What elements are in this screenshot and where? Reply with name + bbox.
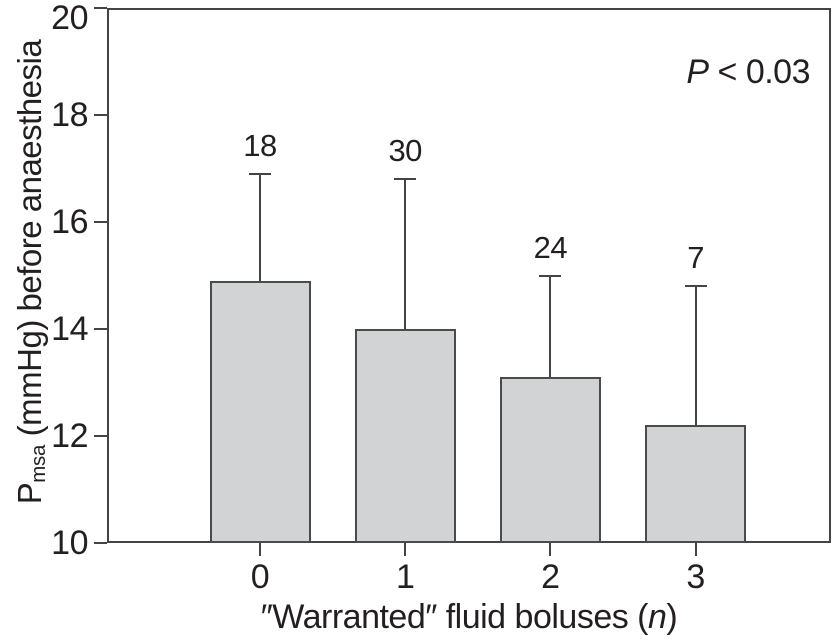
x-tick-3 (694, 543, 697, 556)
bar-1 (354, 329, 456, 543)
x-tick-label-3: 3 (686, 558, 705, 596)
error-cap-0 (249, 172, 271, 175)
y-tick-label-20: 20 (51, 0, 88, 37)
error-bar-0 (259, 173, 261, 281)
x-tick-1 (404, 543, 407, 556)
y-tick-18 (94, 114, 107, 116)
y-tick-label-10: 10 (51, 524, 88, 562)
bar-n-label-2: 24 (533, 229, 568, 265)
y-axis-title-symbol: P (11, 482, 48, 505)
x-tick-2 (549, 543, 552, 556)
x-tick-label-1: 1 (395, 558, 415, 596)
y-tick-20 (94, 7, 107, 9)
bar-n-label-3: 7 (687, 240, 704, 276)
error-bar-3 (694, 286, 697, 426)
y-tick-10 (94, 542, 107, 544)
x-axis-title-prefix: ″Warranted″ fluid boluses ( (260, 598, 649, 636)
p-value-rest: < 0.03 (708, 53, 811, 91)
x-tick-label-2: 2 (541, 558, 560, 596)
y-tick-14 (94, 328, 107, 330)
y-tick-12 (94, 435, 107, 437)
error-cap-3 (684, 285, 707, 288)
error-bar-2 (549, 275, 552, 378)
y-tick-label-18: 18 (51, 96, 88, 134)
y-tick-16 (94, 221, 107, 223)
bar-n-label-1: 30 (388, 133, 422, 169)
y-tick-label-12: 12 (51, 417, 88, 455)
y-axis-title: Pmsa (mmHg) before anaesthesia (8, 0, 52, 544)
error-cap-1 (394, 178, 417, 181)
p-value-symbol: P (686, 53, 709, 91)
error-cap-2 (539, 274, 562, 277)
x-axis-title-italic-n: n (648, 598, 667, 636)
x-axis-title-suffix: ) (666, 598, 678, 636)
x-tick-0 (259, 543, 261, 556)
x-axis-title: ″Warranted″ fluid boluses (n) (107, 596, 831, 638)
y-tick-label-14: 14 (51, 310, 88, 348)
error-bar-1 (404, 179, 407, 329)
y-tick-label-16: 16 (51, 203, 88, 241)
p-value-annotation: P < 0.03 (510, 52, 810, 92)
bar-2 (499, 377, 601, 543)
bar-3 (645, 425, 747, 543)
x-tick-label-0: 0 (250, 558, 270, 596)
bar-0 (209, 280, 311, 543)
bar-n-label-0: 18 (243, 127, 277, 163)
